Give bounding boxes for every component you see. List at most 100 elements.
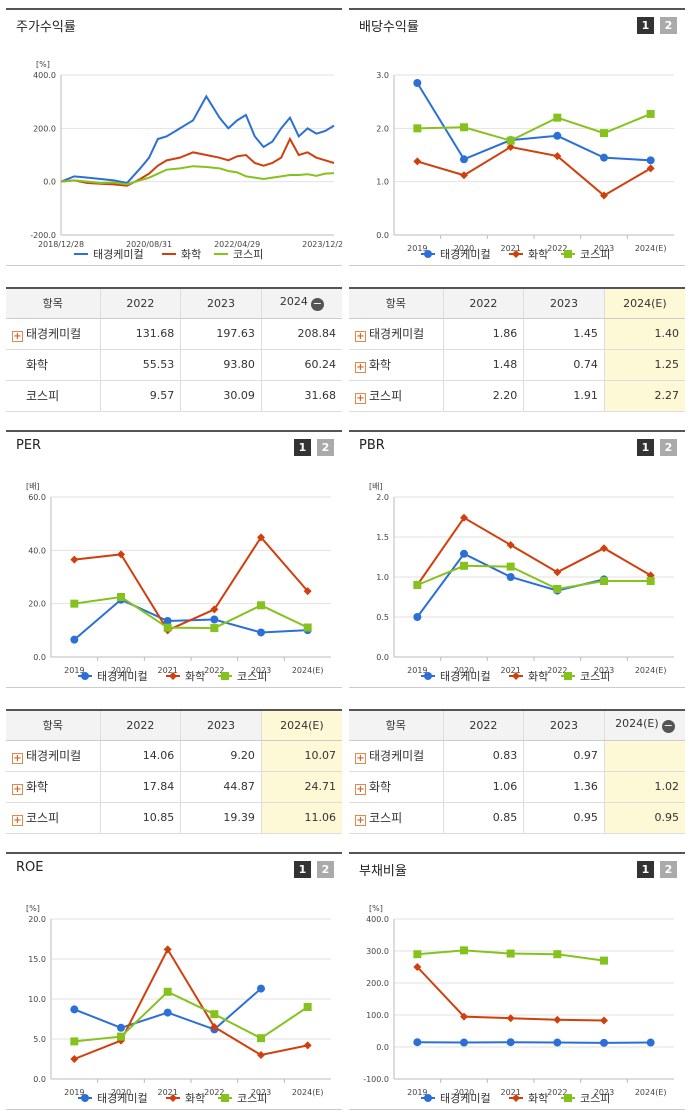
page-1-button[interactable]: 1 — [294, 439, 311, 456]
dividend-panel: 배당수익률 1 2 3.0 2.0 1.0 0.0 2019 2020 2021 2022 20… — [349, 8, 685, 266]
legend-marker — [564, 672, 572, 680]
data-point — [210, 605, 219, 614]
collapse-icon[interactable]: − — [310, 297, 324, 312]
table-cell: 0.95 — [523, 802, 605, 834]
row-label: 화학 — [26, 780, 49, 794]
data-point — [553, 568, 562, 577]
data-point — [257, 984, 265, 993]
x-tick-label: 2020 — [454, 244, 474, 253]
header-label: 2023 — [207, 296, 236, 310]
row-label-cell: + 코스피 — [349, 380, 444, 412]
table-row: + 태경케미컬 0.83 0.97 — [349, 740, 685, 772]
data-point — [117, 1023, 125, 1032]
expand-icon[interactable]: + — [355, 362, 366, 373]
data-point — [413, 157, 422, 166]
page-1-button[interactable]: 1 — [637, 861, 654, 878]
x-tick-label: 2021 — [157, 1088, 177, 1097]
y-tick-label: 2.0 — [376, 493, 389, 502]
data-point — [506, 1038, 515, 1047]
y-tick-label: 1.0 — [376, 573, 389, 582]
page-2-button[interactable]: 2 — [660, 861, 677, 878]
expand-icon[interactable]: + — [355, 784, 366, 795]
series-line — [74, 535, 309, 632]
data-point — [70, 1055, 79, 1063]
collapse-icon[interactable]: − — [661, 719, 675, 734]
page-1-button[interactable]: 1 — [637, 439, 654, 456]
table-header-row: 항목 2022 2023 2024− — [6, 288, 342, 319]
unit-label: [배] — [26, 482, 40, 491]
header-label: 항목 — [385, 297, 406, 311]
pbr-table: 항목 2022 2023 2024(E) − + 태경케미컬 0.83 0.97 + 화학 1.06 1… — [349, 709, 685, 834]
x-tick-label: 2023 — [594, 1088, 614, 1097]
expand-icon[interactable]: + — [12, 331, 23, 342]
y-tick-label: 1.0 — [376, 178, 389, 187]
x-tick-label: 2024(E) — [292, 1088, 324, 1097]
page-2-button[interactable]: 2 — [660, 17, 677, 34]
y-tick-label: 400.0 — [366, 915, 389, 924]
expand-icon[interactable]: + — [12, 784, 23, 795]
table-cell: 9.57 — [99, 380, 181, 412]
table-header-row: 항목 2022 2023 2024(E) — [6, 710, 342, 741]
table-cell: 17.84 — [99, 771, 181, 803]
x-tick-label: 2023 — [594, 244, 614, 253]
expand-icon[interactable]: + — [355, 753, 366, 764]
table-header-cell: 2022 — [442, 710, 524, 741]
header-label: 2023 — [550, 718, 579, 732]
expand-icon[interactable]: + — [12, 753, 23, 764]
panel-title: PER — [16, 438, 42, 453]
table-cell: 1.86 — [442, 318, 524, 350]
page-2-button[interactable]: 2 — [660, 439, 677, 456]
table-header-cell: 항목 — [349, 710, 444, 741]
page-2-button[interactable]: 2 — [317, 439, 334, 456]
table-header-cell: 항목 — [6, 288, 101, 319]
expand-icon[interactable]: + — [12, 815, 23, 826]
y-tick-label: 15.0 — [28, 955, 46, 964]
y-tick-label: 20.0 — [28, 600, 46, 609]
legend-label: 화학 — [528, 248, 548, 261]
y-tick-label: 3.0 — [376, 71, 389, 80]
y-tick-label: 5.0 — [33, 1035, 46, 1044]
table-header-cell: 2024− — [260, 288, 342, 319]
debt-ratio-chart: [%] 400.0 300.0 200.0 100.0 0.0 -100.0 2019 2020… — [363, 904, 674, 1105]
data-point — [70, 555, 79, 564]
panel-title: ROE — [16, 860, 44, 875]
table-cell: 19.39 — [180, 802, 262, 834]
data-point — [506, 541, 515, 549]
expand-icon[interactable]: + — [355, 331, 366, 342]
row-label-cell: + 태경케미컬 — [6, 318, 101, 350]
data-point — [210, 615, 219, 624]
page-2-button[interactable]: 2 — [317, 861, 334, 878]
x-tick-label: 2022 — [547, 244, 567, 253]
pbr-panel: PBR 1 2 [배] 2.0 1.5 1.0 0.5 0.0 2019 2020 2021 20… — [349, 430, 685, 688]
row-label: 태경케미컬 — [369, 749, 425, 763]
table-header-row: 항목 2022 2023 2024(E) − — [349, 710, 685, 741]
series-line — [417, 145, 652, 197]
table-header-cell: 2023 — [180, 710, 262, 741]
data-point — [460, 561, 468, 570]
data-point — [553, 1015, 562, 1024]
table-row: + 코스피 0.85 0.95 0.95 — [349, 802, 685, 834]
data-point — [506, 136, 515, 145]
table-cell: 55.53 — [99, 349, 181, 381]
data-point — [210, 624, 219, 633]
header-label: 2022 — [126, 718, 155, 732]
table-cell: 1.48 — [442, 349, 524, 381]
expand-icon[interactable]: + — [355, 815, 366, 826]
legend-label: 코스피 — [237, 670, 267, 683]
table-cell: 1.36 — [523, 771, 605, 803]
data-point — [303, 1003, 312, 1011]
table-cell: 93.80 — [180, 349, 262, 381]
expand-icon[interactable]: + — [355, 393, 366, 404]
data-point — [257, 533, 265, 542]
series-line — [60, 94, 335, 185]
row-label-cell: + 코스피 — [6, 802, 101, 834]
legend-marker — [424, 250, 432, 258]
data-point — [70, 1005, 79, 1014]
x-tick-label: 2019 — [407, 666, 427, 675]
pbr-table-panel: 항목 2022 2023 2024(E) − + 태경케미컬 0.83 0.97 + 화학 1.06 1… — [349, 709, 685, 834]
page-1-button[interactable]: 1 — [637, 17, 654, 34]
table-cell: 14.06 — [99, 740, 181, 772]
legend-marker — [169, 672, 177, 680]
page-1-button[interactable]: 1 — [294, 861, 311, 878]
